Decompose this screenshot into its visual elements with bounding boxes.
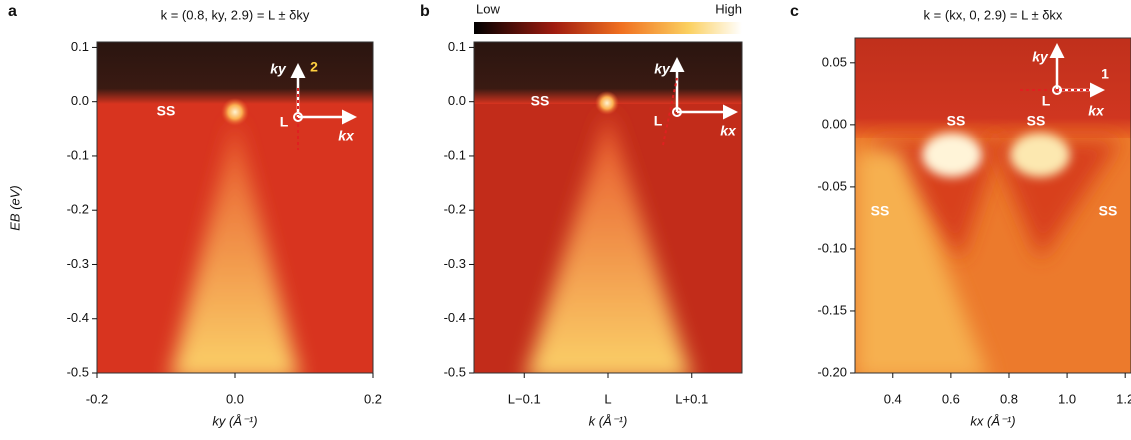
annotation: ky xyxy=(270,61,287,77)
panel-label: a xyxy=(8,3,17,20)
y-tick-label: 0.0 xyxy=(448,93,466,108)
y-tick-label: -0.1 xyxy=(67,147,89,162)
y-tick-label: -0.5 xyxy=(444,364,466,379)
x-tick-label: 0.4 xyxy=(884,391,902,406)
annotation: SS xyxy=(1027,113,1046,129)
y-tick-label: 0.1 xyxy=(71,39,89,54)
y-tick-label: -0.15 xyxy=(817,302,847,317)
y-tick-label: -0.3 xyxy=(67,256,89,271)
x-tick-label: L+0.1 xyxy=(675,391,708,406)
x-axis-label: ky (Å⁻¹) xyxy=(212,413,257,428)
panel-title: k = (0.8, ky, 2.9) = L ± δky xyxy=(161,7,310,22)
plot-frame xyxy=(854,37,1131,374)
y-tick-label: -0.10 xyxy=(817,240,847,255)
y-tick-label: 0.05 xyxy=(822,54,847,69)
annotation: L xyxy=(1042,93,1051,109)
x-axis-label: kx (Å⁻¹) xyxy=(970,413,1015,428)
x-tick-label: 1.0 xyxy=(1058,391,1076,406)
y-tick-label: -0.1 xyxy=(444,147,466,162)
annotation: ky xyxy=(654,61,671,77)
panel-label: c xyxy=(790,3,799,20)
y-tick-label: 0.1 xyxy=(448,39,466,54)
heatmap-c xyxy=(855,38,1131,373)
y-tick-label: -0.5 xyxy=(67,364,89,379)
y-tick-label: 0.00 xyxy=(822,116,847,131)
annotation: L xyxy=(280,114,289,130)
annotation: ky xyxy=(1032,49,1049,65)
x-tick-label: 1.2 xyxy=(1116,391,1131,406)
y-axis-label: EB (eV) xyxy=(7,185,22,231)
y-tick-label: -0.2 xyxy=(67,202,89,217)
annotation: kx xyxy=(720,123,737,139)
y-tick-label: -0.4 xyxy=(444,310,466,325)
heatmap-b xyxy=(474,42,742,373)
x-tick-label: 0.2 xyxy=(364,391,382,406)
panel-label: b xyxy=(420,3,430,20)
annotation: 2 xyxy=(310,59,318,75)
x-tick-label: L−0.1 xyxy=(508,391,541,406)
heatmap-a xyxy=(97,42,373,373)
annotation: kx xyxy=(1088,103,1105,119)
annotation: SS xyxy=(947,113,966,129)
annotation: 1 xyxy=(1101,66,1109,82)
annotation: SS xyxy=(531,93,550,109)
x-tick-label: 0.6 xyxy=(942,391,960,406)
y-tick-label: -0.05 xyxy=(817,178,847,193)
y-tick-label: -0.2 xyxy=(444,202,466,217)
x-tick-label: 0.8 xyxy=(1000,391,1018,406)
colorbar-high: High xyxy=(715,1,742,16)
panel-title: k = (kx, 0, 2.9) = L ± δkx xyxy=(924,7,1063,22)
y-tick-label: -0.3 xyxy=(444,256,466,271)
x-tick-label: 0.0 xyxy=(226,391,244,406)
x-tick-label: -0.2 xyxy=(86,391,108,406)
y-tick-label: 0.0 xyxy=(71,93,89,108)
annotation: SS xyxy=(1099,203,1118,219)
x-axis-label: k (Å⁻¹) xyxy=(589,413,628,428)
annotation: L xyxy=(654,113,663,129)
x-tick-label: L xyxy=(604,391,611,406)
annotation: kx xyxy=(338,128,355,144)
colorbar-low: Low xyxy=(476,1,500,16)
colorbar xyxy=(474,22,742,34)
annotation: SS xyxy=(157,103,176,119)
y-tick-label: -0.20 xyxy=(817,364,847,379)
annotation: SS xyxy=(871,203,890,219)
y-tick-label: -0.4 xyxy=(67,310,89,325)
axes-inset xyxy=(290,43,1105,150)
